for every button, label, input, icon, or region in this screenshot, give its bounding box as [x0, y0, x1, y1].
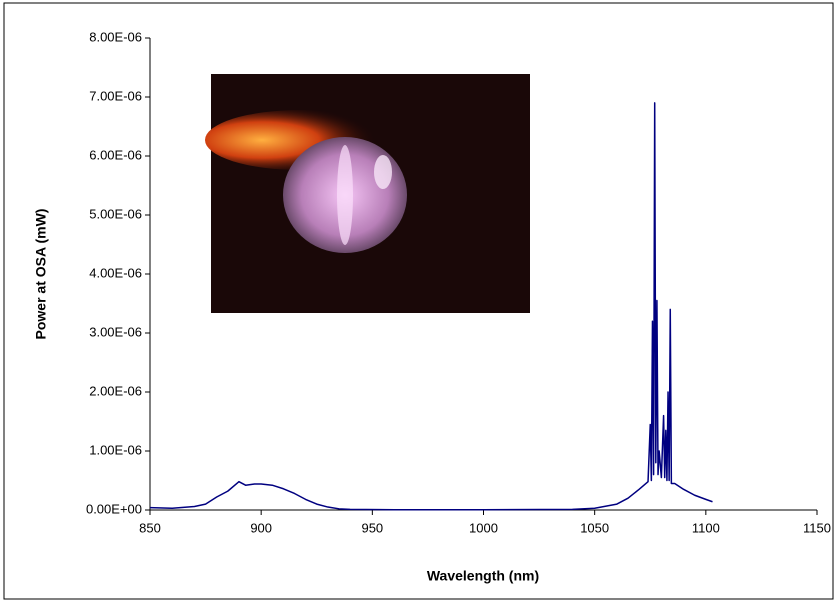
y-tick-label: 3.00E-06: [89, 324, 142, 339]
x-tick-label: 900: [250, 520, 272, 535]
y-tick-label: 5.00E-06: [89, 206, 142, 221]
spectrum-line: [149, 102, 713, 511]
x-tick-label: 1100: [692, 520, 720, 535]
y-tick-label: 8.00E-06: [89, 29, 142, 44]
y-tick-label: 4.00E-06: [89, 265, 142, 280]
x-axis-title: Wavelength (nm): [427, 568, 539, 584]
x-tick-label: 950: [361, 520, 383, 535]
x-tick-label: 1000: [469, 520, 498, 535]
x-tick-label: 1150: [803, 520, 831, 535]
x-tick-label: 1050: [580, 520, 609, 535]
y-tick-label: 7.00E-06: [89, 88, 142, 103]
y-tick-label: 1.00E-06: [89, 442, 142, 457]
y-tick-label: 0.00E+00: [86, 501, 142, 516]
y-tick-label: 2.00E-06: [89, 383, 142, 398]
x-tick-label: 850: [139, 520, 161, 535]
y-tick-label: 6.00E-06: [89, 147, 142, 162]
y-axis-title: Power at OSA (mW): [33, 209, 49, 340]
inset-photo: [205, 74, 530, 313]
